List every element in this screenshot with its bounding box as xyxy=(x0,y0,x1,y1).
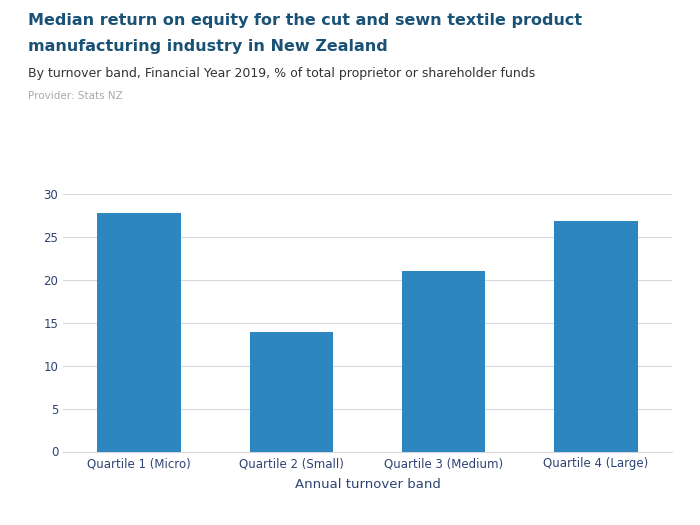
X-axis label: Annual turnover band: Annual turnover band xyxy=(295,478,440,491)
Text: By turnover band, Financial Year 2019, % of total proprietor or shareholder fund: By turnover band, Financial Year 2019, %… xyxy=(28,67,536,80)
Text: manufacturing industry in New Zealand: manufacturing industry in New Zealand xyxy=(28,39,388,55)
Text: Median return on equity for the cut and sewn textile product: Median return on equity for the cut and … xyxy=(28,13,582,28)
Bar xyxy=(249,332,333,452)
Text: Provider: Stats NZ: Provider: Stats NZ xyxy=(28,91,122,101)
Bar xyxy=(554,221,638,452)
Bar xyxy=(97,213,181,452)
Text: figure.nz: figure.nz xyxy=(586,18,657,32)
Bar xyxy=(402,271,486,452)
